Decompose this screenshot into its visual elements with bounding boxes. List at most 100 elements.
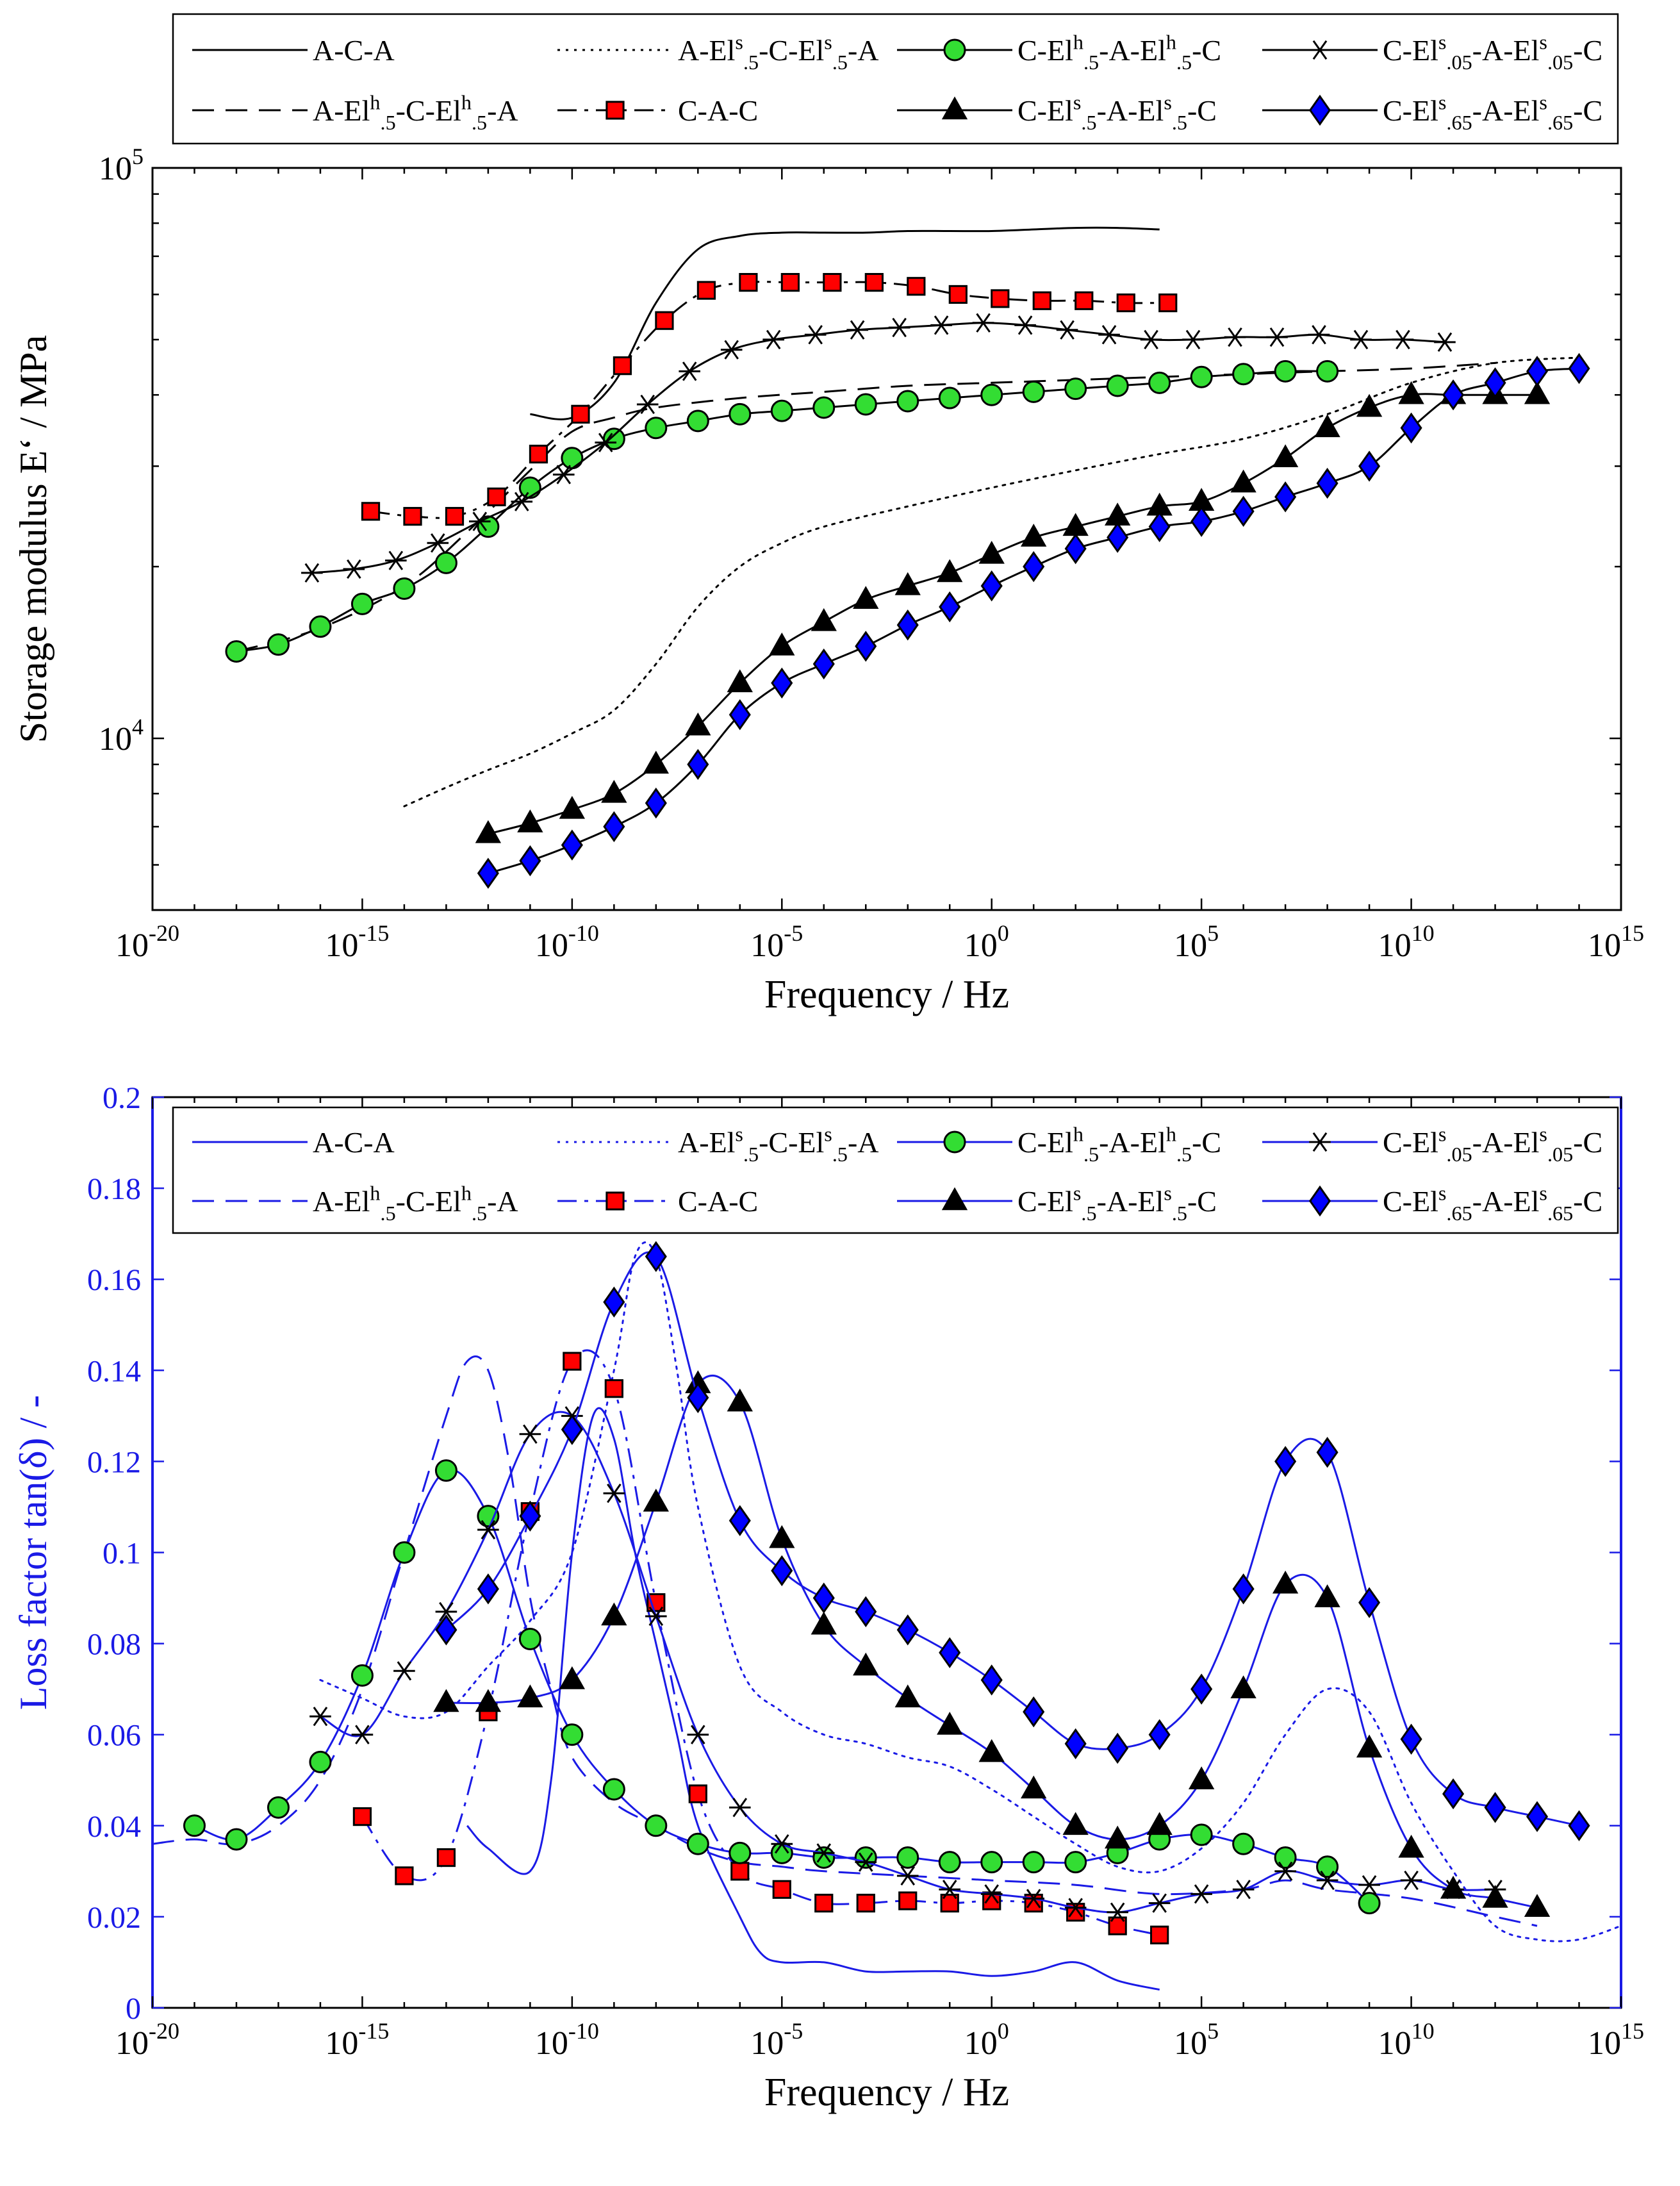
- data-point-diamond: [1107, 1732, 1129, 1764]
- data-point-circle: [1022, 380, 1045, 403]
- data-point-circle: [434, 1459, 457, 1482]
- data-point-star: [888, 317, 910, 338]
- data-point-diamond: [855, 1596, 877, 1628]
- series-c-el-s-65-a-el-s-65-c: [477, 352, 1590, 889]
- x-tick-label: 10-10: [535, 2018, 599, 2062]
- data-point-diamond: [1148, 1719, 1171, 1750]
- data-point-triangle: [1314, 1584, 1340, 1607]
- data-point-star: [1274, 1861, 1296, 1881]
- data-point-diamond: [1484, 1792, 1506, 1823]
- data-point-circle: [812, 1846, 836, 1869]
- x-tick-label: 10-20: [115, 920, 179, 964]
- data-point-circle: [1316, 360, 1339, 383]
- data-point-triangle: [727, 1388, 753, 1412]
- data-point-square: [613, 356, 632, 376]
- data-point-triangle: [517, 809, 543, 832]
- legend-label: C-A-C: [678, 94, 758, 127]
- legend-marker-star: [1309, 1132, 1331, 1152]
- data-point-triangle: [559, 795, 586, 819]
- data-point-triangle: [517, 1684, 543, 1708]
- data-point-triangle: [1482, 1885, 1508, 1908]
- data-point-star: [1182, 329, 1204, 350]
- series-a-c-a: [466, 1407, 1160, 1991]
- legend-label: A-Els.5-C-Els.5-A: [678, 1123, 879, 1166]
- data-point-triangle: [727, 669, 753, 693]
- data-point-triangle: [978, 1739, 1005, 1762]
- data-point-star: [804, 325, 827, 345]
- y-tick-label: 0.2: [103, 1081, 141, 1115]
- data-point-star: [812, 1843, 835, 1863]
- data-point-triangle: [559, 1666, 586, 1689]
- data-point-diamond: [812, 648, 835, 680]
- data-point-diamond: [1064, 1728, 1087, 1760]
- data-point-square: [856, 1893, 875, 1913]
- data-point-diamond: [477, 857, 499, 889]
- legend: A-C-A A-Els.5-C-Els.5-A C-Elh.5-A-Elh.5-C C…: [172, 13, 1619, 145]
- data-point-star: [1232, 1880, 1255, 1900]
- x-axis-ticks: [151, 168, 1622, 910]
- data-point-circle: [1148, 371, 1171, 394]
- series-c-el-s-5-a-el-s-5-c: [433, 1370, 1551, 1917]
- data-point-circle: [183, 1814, 206, 1837]
- legend-item-c-el-s-5-a-el-s-5-c: C-Els.5-A-Els.5-C: [897, 91, 1217, 134]
- data-point-triangle: [1272, 444, 1299, 468]
- x-tick-label: 1010: [1378, 920, 1435, 964]
- data-point-circle: [770, 399, 793, 422]
- data-point-circle: [561, 1723, 584, 1746]
- data-point-diamond: [729, 1505, 751, 1536]
- data-point-circle: [854, 393, 877, 416]
- series-line: [311, 322, 1445, 574]
- series-c-el-s-65-a-el-s-65-c: [435, 1241, 1590, 1842]
- legend-item-c-el-s-65-a-el-s-65-c: C-Els.65-A-Els.65-C: [1262, 1182, 1602, 1225]
- data-point-star: [896, 1866, 919, 1886]
- data-point-circle: [1232, 1832, 1255, 1855]
- loss-factor-chart: 10-20 10-15 10-10 10-5 100 105 1010 1015 0 0.02 0.…: [12, 1081, 1644, 2114]
- data-point-square: [898, 1891, 918, 1910]
- legend-item-c-el-s-5-a-el-s-5-c: C-Els.5-A-Els.5-C: [897, 1182, 1217, 1225]
- data-point-square: [395, 1866, 414, 1885]
- data-point-circle: [1064, 377, 1087, 401]
- data-point-square: [772, 1880, 791, 1899]
- data-point-star: [603, 1483, 625, 1503]
- data-point-diamond: [1232, 1573, 1255, 1605]
- legend-marker-square: [605, 1191, 625, 1211]
- data-point-square: [529, 444, 548, 464]
- x-tick-label: 10-5: [750, 920, 803, 964]
- data-point-diamond: [1274, 1446, 1297, 1477]
- data-point-star: [1434, 332, 1456, 352]
- data-point-star: [351, 1725, 374, 1744]
- data-point-star: [477, 1519, 499, 1540]
- data-point-star: [846, 320, 868, 340]
- legend-item-c-el-s-05-a-el-s-05-c: C-Els.05-A-Els.05-C: [1262, 31, 1602, 74]
- data-point-star: [1098, 325, 1120, 345]
- data-point-diamond: [980, 570, 1003, 602]
- data-point-diamond: [519, 1500, 541, 1532]
- y-tick-label: 0.18: [87, 1172, 141, 1206]
- data-point-square: [991, 289, 1010, 308]
- legend-marker-diamond: [1308, 1185, 1331, 1217]
- data-point-circle: [309, 1750, 332, 1773]
- data-point-star: [855, 1852, 877, 1872]
- data-point-star: [1148, 1893, 1171, 1913]
- y-tick-label: 0.04: [87, 1810, 141, 1844]
- data-point-circle: [729, 402, 752, 426]
- data-point-diamond: [855, 631, 877, 662]
- data-point-circle: [1190, 1823, 1213, 1846]
- data-point-circle: [1022, 1851, 1045, 1874]
- data-point-square: [445, 507, 465, 526]
- data-point-square: [604, 1379, 623, 1398]
- legend-marker-star: [1309, 40, 1331, 60]
- data-point-diamond: [729, 699, 751, 731]
- legend-label: A-Elh.5-C-Elh.5-A: [313, 91, 518, 134]
- series-line: [530, 226, 1160, 420]
- data-point-circle: [812, 396, 836, 419]
- x-tick-label: 1015: [1588, 2018, 1644, 2062]
- data-point-diamond: [645, 787, 667, 819]
- data-point-circle: [434, 551, 457, 574]
- y-tick-label: 0: [126, 1992, 141, 2026]
- data-point-diamond: [1358, 451, 1381, 482]
- legend-label: A-Els.5-C-Els.5-A: [678, 31, 879, 74]
- legend-label: C-Els.05-A-Els.05-C: [1383, 31, 1602, 74]
- y-tick-label: 0.1: [103, 1537, 141, 1571]
- legend-marker-triangle: [941, 1187, 968, 1211]
